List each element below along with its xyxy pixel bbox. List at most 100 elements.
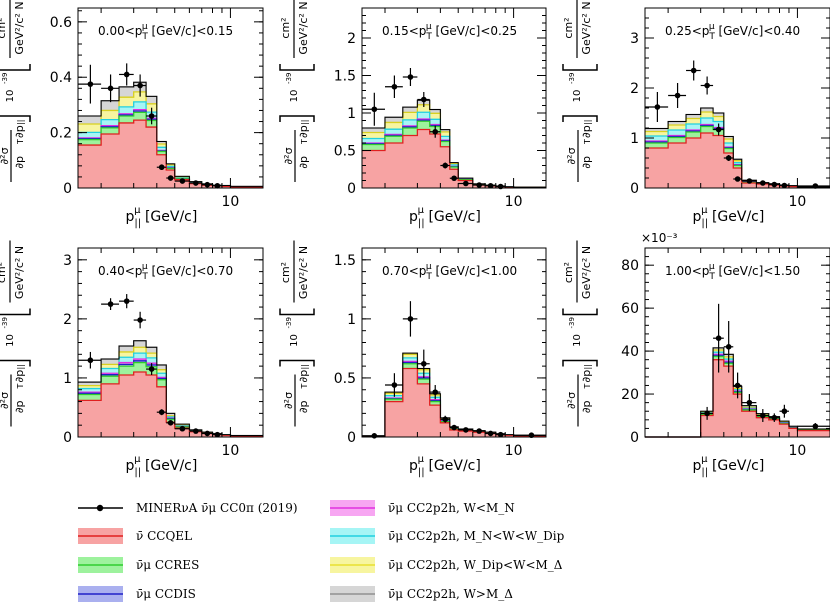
- y-tick-label: 20: [621, 387, 639, 403]
- data-point-marker: [371, 433, 378, 439]
- data-point: [156, 164, 167, 171]
- data-point-marker: [167, 420, 174, 426]
- yaxis-units-numerator: cm²: [562, 17, 575, 38]
- stack-total-outline: [78, 340, 263, 436]
- data-point-marker: [476, 182, 482, 188]
- y-tick-label: 1: [347, 106, 356, 122]
- data-point-marker: [760, 180, 766, 186]
- data-point: [133, 74, 147, 97]
- yaxis-exponent-power: -39: [1, 73, 9, 84]
- panel-3: 0 1 2 3 10 0.25<pTμ [GeV/c]<0.40 p||μ [GeV/c] ∂…: [562, 0, 830, 229]
- yaxis-units-denominator: GeV²/c² N: [13, 246, 26, 299]
- data-point-marker: [451, 175, 457, 182]
- yaxis-derivative-denominator-2: ∂p: [297, 370, 310, 383]
- data-point-marker: [442, 162, 449, 169]
- x-axis-label: p||μ [GeV/c]: [409, 205, 481, 229]
- legend-entry: ν̄μ CC2p2h, W_Dip<W<M_Δ: [330, 557, 563, 573]
- data-point: [472, 182, 486, 188]
- data-point: [686, 60, 701, 81]
- data-point-marker: [746, 399, 753, 406]
- data-point: [201, 181, 213, 188]
- data-point: [384, 75, 403, 98]
- plot-frame: [77, 7, 264, 189]
- data-point: [756, 409, 769, 422]
- yaxis-derivative-denominator: ∂p: [13, 400, 26, 413]
- data-point-marker: [214, 431, 221, 438]
- y-tick-label: 1.5: [334, 253, 356, 269]
- y-tick-label: 40: [621, 344, 639, 360]
- data-point-marker: [771, 414, 778, 421]
- data-point: [756, 180, 769, 186]
- data-point-marker: [204, 181, 211, 188]
- data-point: [723, 321, 734, 373]
- yaxis-derivative-sub-t: T: [583, 384, 592, 390]
- data-point: [146, 363, 157, 375]
- data-point-marker: [734, 176, 741, 182]
- data-point: [384, 373, 403, 397]
- data-point-marker: [487, 430, 494, 437]
- data-point: [485, 182, 496, 189]
- data-point-marker: [487, 182, 494, 189]
- stack-total-outline: [645, 347, 830, 438]
- yaxis-derivative-denominator-2: ∂p: [297, 125, 310, 138]
- panel-2: 0 0.5 1 1.5 2 10 0.15<pTμ [GeV/c]<0.25 p||μ [Ge…: [279, 0, 547, 229]
- y-exponent-multiplier: ×10⁻³: [641, 231, 678, 245]
- legend-label: MINERνA ν̄μ CC0π (2019): [136, 501, 298, 515]
- yaxis-exponent-base: 10: [5, 90, 16, 103]
- yaxis-units-denominator: GeV²/c² N: [297, 246, 310, 299]
- yaxis-label-text: ∂²σ / ∂p_T^μ ∂p_||^μ 10⁻³⁹ cm² / (GeV²/c…: [308, 340, 311, 363]
- data-point-marker: [781, 182, 788, 189]
- data-point: [201, 430, 213, 437]
- panel-1: 0 0.2 0.4 0.6 10 0.00<pTμ [GeV/c]<0.15 p||μ [G…: [0, 0, 264, 229]
- yaxis-derivative-denominator: ∂p: [580, 400, 593, 413]
- yaxis-units-denominator: GeV²/c² N: [580, 1, 593, 54]
- y-tick-label: 0: [63, 181, 72, 197]
- data-point: [449, 175, 459, 182]
- y-tick-label: 0.5: [334, 144, 356, 160]
- yaxis-derivative-numerator: ∂²σ: [0, 392, 11, 409]
- data-point-marker: [371, 106, 378, 113]
- yaxis-exponent-power: -39: [285, 317, 293, 328]
- data-point: [212, 182, 222, 189]
- data-point: [174, 425, 190, 432]
- x-tick-label: 10: [505, 443, 523, 459]
- yaxis-bracket-right: [0, 64, 31, 71]
- panel-title: 0.15<pTμ [GeV/c]<0.25: [382, 22, 517, 42]
- yaxis-derivative-sub-t: T: [16, 384, 25, 390]
- data-point: [741, 178, 757, 184]
- data-point: [133, 311, 147, 329]
- data-point-marker: [179, 178, 186, 184]
- y-tick-label: 0: [63, 430, 72, 446]
- yaxis-derivative-denominator-2: ∂p: [580, 125, 593, 138]
- data-point-marker: [420, 360, 427, 367]
- yaxis-derivative-sub-t: T: [583, 139, 592, 145]
- y-tick-label: 80: [621, 258, 639, 274]
- data-point: [78, 64, 102, 104]
- data-point-marker: [781, 408, 788, 415]
- data-point-marker: [442, 416, 449, 423]
- yaxis-bracket-right: [562, 308, 598, 316]
- data-point: [402, 301, 418, 337]
- yaxis-derivative-numerator: ∂²σ: [0, 147, 11, 164]
- legend-label: ν̄μ CC2p2h, W_Dip<W<M_Δ: [388, 558, 563, 572]
- data-point-marker: [391, 382, 398, 388]
- yaxis-label-text: ∂²σ / ∂p_T^μ ∂p_||^μ 10⁻³⁹ cm² / (GeV²/c…: [591, 95, 594, 118]
- stack-fill-ccqel: [78, 120, 263, 188]
- data-point: [741, 394, 757, 412]
- y-tick-label: 1: [347, 312, 356, 328]
- yaxis-derivative-sub-par: ||: [300, 364, 309, 369]
- data-point-marker: [123, 71, 130, 78]
- data-point: [458, 180, 473, 187]
- data-point-marker: [725, 343, 732, 350]
- data-point: [723, 155, 734, 161]
- data-point: [402, 68, 418, 86]
- y-tick-label: 1: [630, 131, 639, 147]
- yaxis-bracket-right: [279, 64, 315, 71]
- data-point: [119, 63, 134, 86]
- yaxis-exponent-power: -39: [285, 73, 293, 84]
- data-point: [156, 409, 167, 416]
- data-point: [212, 431, 222, 438]
- data-point: [768, 181, 780, 188]
